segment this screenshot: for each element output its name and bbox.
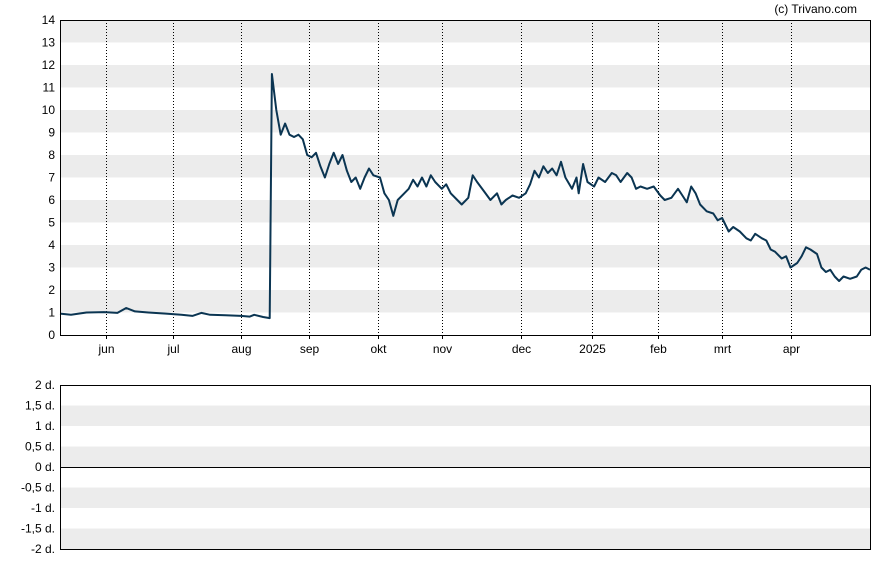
- band: [60, 20, 870, 43]
- x-tick-label: feb: [650, 342, 667, 356]
- sub-y-tick-label: -1 d.: [31, 501, 55, 515]
- y-tick-label: 5: [48, 216, 55, 230]
- sub-y-tick-label: 2 d.: [35, 378, 55, 392]
- y-tick-label: 3: [48, 261, 55, 275]
- main-chart-bands: [60, 20, 870, 313]
- band: [60, 487, 870, 508]
- x-tick-label: dec: [512, 342, 531, 356]
- x-tick-label: nov: [433, 342, 452, 356]
- sub-y-tick-label: 1,5 d.: [25, 399, 55, 413]
- y-tick-label: 1: [48, 306, 55, 320]
- band: [60, 245, 870, 268]
- y-tick-label: 9: [48, 126, 55, 140]
- sub-y-tick-label: 1 d.: [35, 419, 55, 433]
- band: [60, 200, 870, 223]
- x-tick-label: okt: [370, 342, 387, 356]
- y-tick-label: 4: [48, 238, 55, 252]
- y-tick-label: 12: [42, 58, 56, 72]
- sub-y-tick-label: -2 d.: [31, 542, 55, 556]
- band: [60, 405, 870, 426]
- y-tick-label: 14: [42, 13, 56, 27]
- sub-y-tick-label: -0,5 d.: [21, 481, 55, 495]
- main-price-line: [59, 73, 871, 320]
- band: [60, 290, 870, 313]
- band: [60, 528, 870, 549]
- sub-y-tick-label: 0 d.: [35, 460, 55, 474]
- y-tick-label: 0: [48, 328, 55, 342]
- y-tick-label: 13: [42, 36, 56, 50]
- y-tick-label: 11: [43, 81, 56, 95]
- sub-chart-bands: [60, 405, 870, 549]
- x-tick-label: sep: [300, 342, 320, 356]
- x-tick-label: jul: [166, 342, 179, 356]
- x-tick-label: 2025: [579, 342, 606, 356]
- sub-chart-y-axis: 2 d. 1,5 d. 1 d. 0,5 d. 0 d. -0,5 d. -1 d. -1,5…: [21, 378, 55, 556]
- x-tick-label: mrt: [714, 342, 732, 356]
- band: [60, 65, 870, 88]
- y-tick-label: 7: [48, 171, 55, 185]
- band: [60, 155, 870, 178]
- copyright-text: (c) Trivano.com: [774, 2, 857, 16]
- main-chart-frame: [60, 20, 871, 336]
- band: [60, 110, 870, 133]
- y-tick-label: 8: [48, 148, 55, 162]
- band: [60, 446, 870, 467]
- x-tick-label: aug: [231, 342, 251, 356]
- sub-y-tick-label: -1,5 d.: [21, 522, 55, 536]
- x-tick-label: apr: [783, 342, 800, 356]
- y-tick-label: 6: [48, 193, 55, 207]
- x-tick-label: jun: [97, 342, 114, 356]
- sub-y-tick-label: 0,5 d.: [25, 440, 55, 454]
- y-tick-label: 10: [42, 103, 56, 117]
- y-tick-label: 2: [48, 283, 55, 297]
- sub-chart-frame: [60, 385, 871, 550]
- main-chart-x-axis: jun jul aug sep okt nov dec 2025 feb mrt apr: [97, 335, 800, 356]
